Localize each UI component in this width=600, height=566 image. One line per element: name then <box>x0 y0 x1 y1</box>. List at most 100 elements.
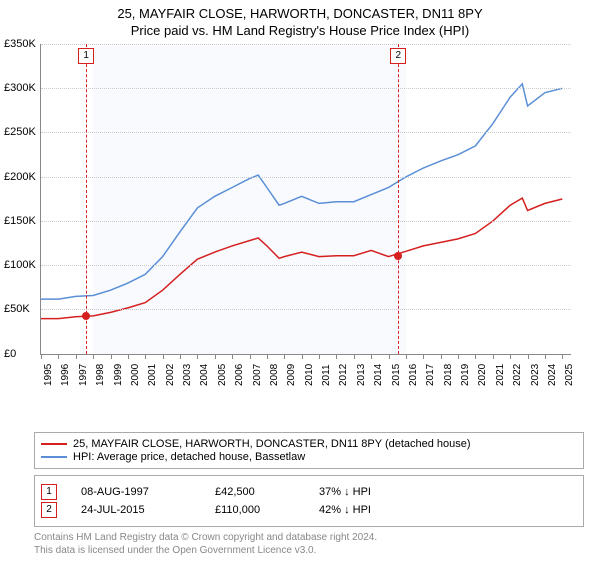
x-tick-label: 2005 <box>217 364 228 386</box>
x-tick-label: 2020 <box>477 364 488 386</box>
x-tick-mark <box>423 354 424 359</box>
y-tick-label: £200K <box>4 171 34 183</box>
x-tick-mark <box>76 354 77 359</box>
x-tick-mark <box>267 354 268 359</box>
x-tick-label: 1996 <box>60 364 71 386</box>
x-tick-mark <box>145 354 146 359</box>
sale-row: 2 24-JUL-2015 £110,000 42% ↓ HPI <box>41 502 577 518</box>
sale-hpi: 42% ↓ HPI <box>319 504 371 516</box>
x-tick-mark <box>215 354 216 359</box>
x-tick-label: 2014 <box>373 364 384 386</box>
x-tick-mark <box>128 354 129 359</box>
x-tick-label: 1998 <box>95 364 106 386</box>
grid-line <box>41 265 571 266</box>
x-tick-label: 2001 <box>147 364 158 386</box>
x-tick-mark <box>302 354 303 359</box>
x-tick-mark <box>441 354 442 359</box>
x-tick-label: 2007 <box>252 364 263 386</box>
sale-marker-box: 1 <box>78 48 94 64</box>
grid-line <box>41 177 571 178</box>
x-tick-mark <box>354 354 355 359</box>
grid-line <box>41 309 571 310</box>
sales-table: 1 08-AUG-1997 £42,500 37% ↓ HPI 2 24-JUL-2015… <box>34 475 584 527</box>
legend-item-property: 25, MAYFAIR CLOSE, HARWORTH, DONCASTER, … <box>41 438 577 450</box>
sale-marker-line <box>398 44 399 354</box>
x-tick-mark <box>458 354 459 359</box>
plot-area: 12 <box>40 44 571 355</box>
x-tick-mark <box>197 354 198 359</box>
y-tick-label: £0 <box>4 348 34 360</box>
x-tick-label: 2021 <box>495 364 506 386</box>
x-tick-label: 2018 <box>443 364 454 386</box>
x-tick-label: 2010 <box>304 364 315 386</box>
y-tick-label: £50K <box>4 303 34 315</box>
x-tick-label: 2025 <box>564 364 575 386</box>
chart-title-1: 25, MAYFAIR CLOSE, HARWORTH, DONCASTER, … <box>0 6 600 23</box>
x-tick-label: 2023 <box>530 364 541 386</box>
x-tick-mark <box>250 354 251 359</box>
x-tick-label: 2012 <box>338 364 349 386</box>
x-tick-mark <box>562 354 563 359</box>
x-tick-label: 2002 <box>165 364 176 386</box>
legend: 25, MAYFAIR CLOSE, HARWORTH, DONCASTER, … <box>34 432 584 469</box>
x-tick-mark <box>284 354 285 359</box>
x-tick-label: 2022 <box>512 364 523 386</box>
x-tick-label: 1997 <box>78 364 89 386</box>
x-tick-label: 2006 <box>234 364 245 386</box>
sale-index: 1 <box>41 484 57 500</box>
x-tick-mark <box>336 354 337 359</box>
grid-line <box>41 132 571 133</box>
x-tick-label: 2016 <box>408 364 419 386</box>
x-tick-label: 2009 <box>286 364 297 386</box>
chart-area: 12 £0£50K£100K£150K£200K£250K£300K£350K1… <box>40 44 600 384</box>
sale-dot <box>82 312 90 320</box>
grid-line <box>41 44 571 45</box>
x-tick-mark <box>493 354 494 359</box>
x-tick-mark <box>510 354 511 359</box>
sale-marker-line <box>86 44 87 354</box>
x-tick-mark <box>475 354 476 359</box>
sale-index: 2 <box>41 502 57 518</box>
x-tick-mark <box>93 354 94 359</box>
x-tick-label: 2011 <box>321 364 332 386</box>
x-tick-label: 2015 <box>391 364 402 386</box>
y-tick-label: £150K <box>4 215 34 227</box>
x-tick-label: 2019 <box>460 364 471 386</box>
x-tick-mark <box>371 354 372 359</box>
chart-title-2: Price paid vs. HM Land Registry's House … <box>0 23 600 40</box>
footer-line-1: Contains HM Land Registry data © Crown c… <box>34 531 584 544</box>
x-tick-label: 2013 <box>356 364 367 386</box>
x-tick-label: 2024 <box>547 364 558 386</box>
sale-hpi: 37% ↓ HPI <box>319 486 371 498</box>
x-tick-mark <box>319 354 320 359</box>
sale-price: £110,000 <box>215 504 295 516</box>
x-tick-mark <box>545 354 546 359</box>
legend-item-hpi: HPI: Average price, detached house, Bass… <box>41 451 577 463</box>
x-tick-mark <box>111 354 112 359</box>
y-tick-label: £100K <box>4 259 34 271</box>
sale-row: 1 08-AUG-1997 £42,500 37% ↓ HPI <box>41 484 577 500</box>
legend-swatch-hpi <box>41 456 67 458</box>
x-tick-mark <box>389 354 390 359</box>
sale-dot <box>394 252 402 260</box>
sale-date: 08-AUG-1997 <box>81 486 191 498</box>
x-tick-mark <box>58 354 59 359</box>
sale-price: £42,500 <box>215 486 295 498</box>
sale-date: 24-JUL-2015 <box>81 504 191 516</box>
y-tick-label: £250K <box>4 126 34 138</box>
y-tick-label: £300K <box>4 82 34 94</box>
x-tick-label: 1999 <box>113 364 124 386</box>
x-tick-label: 1995 <box>43 364 54 386</box>
x-tick-mark <box>232 354 233 359</box>
x-tick-label: 2000 <box>130 364 141 386</box>
x-tick-mark <box>528 354 529 359</box>
x-tick-mark <box>406 354 407 359</box>
x-tick-label: 2008 <box>269 364 280 386</box>
x-tick-mark <box>180 354 181 359</box>
x-tick-label: 2004 <box>199 364 210 386</box>
x-tick-mark <box>41 354 42 359</box>
line-chart-svg <box>41 44 571 354</box>
legend-label-property: 25, MAYFAIR CLOSE, HARWORTH, DONCASTER, … <box>73 438 471 450</box>
footer-line-2: This data is licensed under the Open Gov… <box>34 544 584 557</box>
sale-marker-box: 2 <box>390 48 406 64</box>
